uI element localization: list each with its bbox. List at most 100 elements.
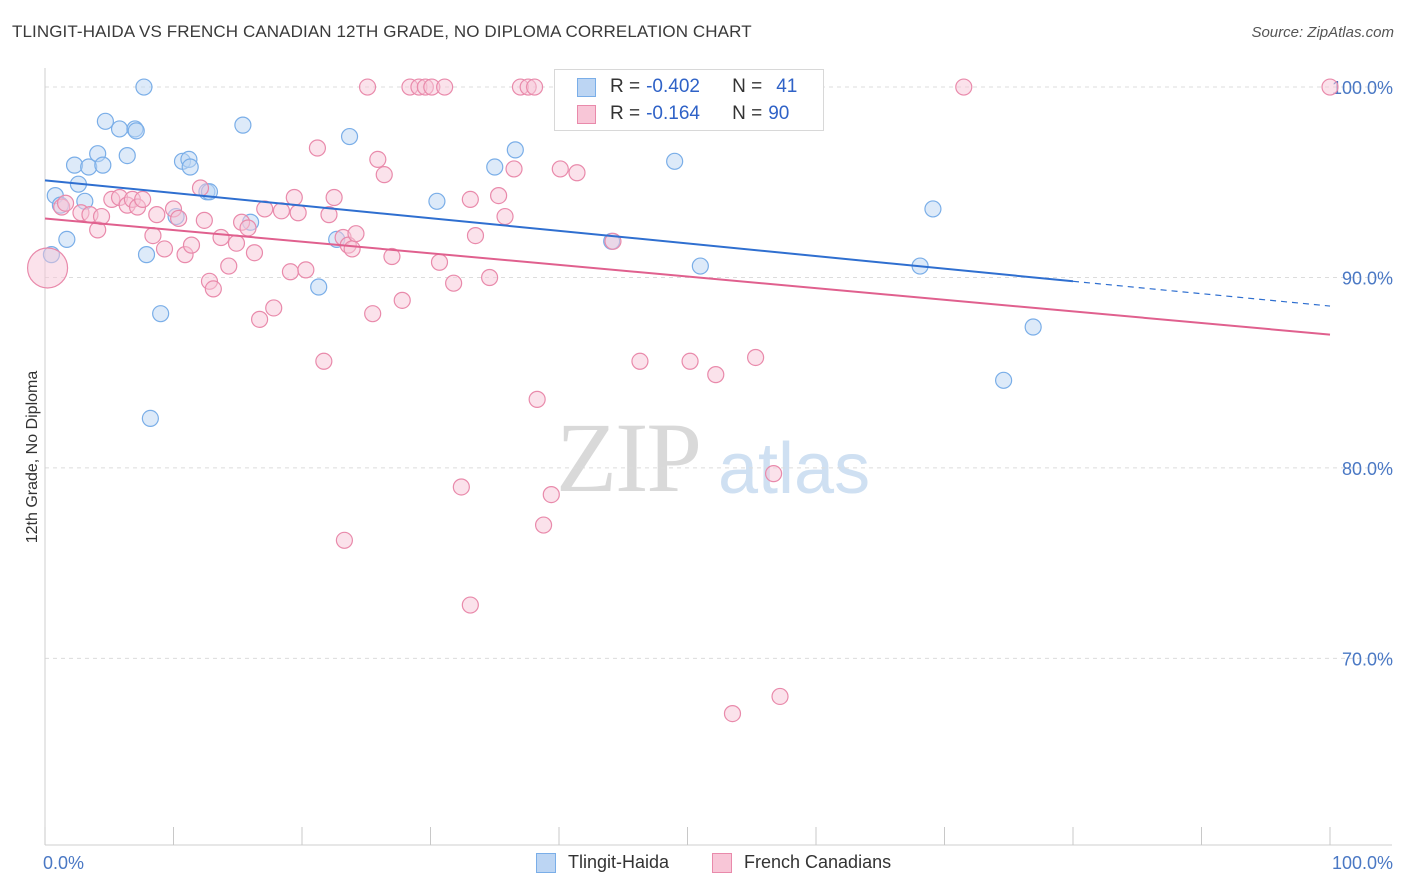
french-point — [272, 202, 291, 220]
legend-n-value: 41 — [776, 76, 798, 97]
tlingit-point — [181, 158, 199, 176]
french-point — [383, 247, 401, 266]
legend-r-label: R = — [610, 103, 641, 124]
french-point — [490, 186, 508, 205]
french-point — [245, 244, 264, 262]
french-point — [239, 219, 257, 237]
tlingit-point — [1024, 318, 1042, 336]
tlingit-trendline-extension — [1072, 280, 1331, 307]
french-point — [393, 291, 411, 309]
tlingit-point — [137, 246, 156, 264]
legend-r-label: R = — [610, 76, 641, 97]
french-point — [430, 253, 449, 271]
tlingit-point — [924, 200, 942, 218]
y-tick-label: 100.0% — [1332, 78, 1393, 98]
french-point — [1321, 78, 1339, 96]
french-trendline — [44, 217, 1331, 336]
french-point — [315, 352, 333, 370]
french-point — [461, 190, 479, 209]
tlingit-point — [666, 152, 684, 170]
french-point — [320, 206, 338, 224]
french-point — [265, 299, 283, 317]
french-point — [445, 274, 463, 292]
tlingit-point — [486, 158, 504, 176]
french-point — [764, 465, 783, 483]
french-point — [436, 78, 454, 96]
legend-n-value: 90 — [768, 103, 790, 124]
french-point — [466, 226, 485, 245]
french-point — [281, 263, 300, 281]
french-point — [155, 240, 174, 258]
french-point — [195, 211, 213, 229]
french-point — [134, 190, 152, 209]
french-point — [496, 207, 514, 226]
tlingit-point — [340, 127, 359, 146]
french-point — [534, 516, 553, 534]
tlingit-point — [310, 278, 328, 296]
french-point — [723, 704, 742, 723]
french-point — [551, 160, 569, 178]
series-legend: Tlingit-Haida French Canadians — [0, 852, 1406, 876]
source-label: Source: ZipAtlas.com — [1251, 24, 1394, 41]
french-point — [347, 225, 365, 243]
tlingit-point — [141, 409, 159, 428]
french-point — [747, 348, 765, 367]
legend-row-french: R = -0.164 N = 90 — [577, 102, 789, 126]
watermark-zip: ZIP — [556, 402, 702, 513]
french-point — [285, 188, 303, 207]
french-point — [144, 226, 162, 245]
french-point — [191, 179, 210, 197]
tlingit-point — [58, 230, 76, 248]
series-legend-french[interactable]: French Canadians — [712, 852, 891, 873]
series-swatch-tlingit — [536, 852, 556, 873]
series-label-tlingit: Tlingit-Haida — [568, 852, 670, 872]
french-point — [256, 200, 274, 218]
french-point — [364, 305, 382, 323]
legend-swatch-tlingit — [577, 77, 596, 97]
french-point — [289, 204, 307, 222]
french-point — [681, 352, 699, 370]
tlingit-point — [506, 141, 524, 159]
french-point — [297, 261, 315, 279]
french-point — [182, 236, 201, 254]
french-point — [631, 352, 649, 370]
watermark-atlas: atlas — [718, 429, 871, 509]
tlingit-point — [110, 120, 129, 138]
french-point — [325, 188, 343, 207]
french-point — [452, 478, 470, 496]
tlingit-point — [127, 122, 145, 140]
french-point — [335, 531, 354, 549]
french-point — [707, 366, 725, 384]
french-point — [481, 268, 499, 287]
series-swatch-french — [712, 852, 732, 873]
legend-row-tlingit: R = -0.402 N = 41 — [577, 75, 797, 99]
french-point — [220, 257, 238, 275]
tlingit-trendline — [44, 179, 1074, 283]
french-point — [204, 280, 222, 298]
tlingit-point — [65, 156, 84, 174]
correlation-legend: R = -0.402 N = 41 R = -0.164 N = 90 — [554, 69, 824, 131]
french-point — [308, 139, 327, 157]
x-tick-label-left: 0.0% — [43, 853, 84, 873]
y-tick-label: 80.0% — [1342, 459, 1393, 479]
french-point — [461, 596, 479, 614]
french-point — [542, 485, 560, 504]
french-point — [56, 194, 75, 212]
french-point — [170, 209, 188, 228]
french-point — [26, 247, 69, 289]
series-legend-tlingit[interactable]: Tlingit-Haida — [536, 852, 669, 873]
french-point — [505, 160, 523, 178]
tlingit-point — [96, 112, 114, 130]
legend-n-label: N = — [732, 76, 763, 97]
french-point — [528, 390, 546, 408]
tlingit-point — [995, 371, 1013, 389]
y-tick-label: 70.0% — [1342, 649, 1393, 669]
french-point — [955, 78, 973, 96]
french-point — [227, 234, 246, 252]
french-point — [375, 166, 393, 184]
french-point — [771, 687, 789, 706]
tlingit-point — [118, 147, 136, 165]
legend-swatch-french — [577, 104, 596, 124]
french-point — [568, 164, 586, 182]
